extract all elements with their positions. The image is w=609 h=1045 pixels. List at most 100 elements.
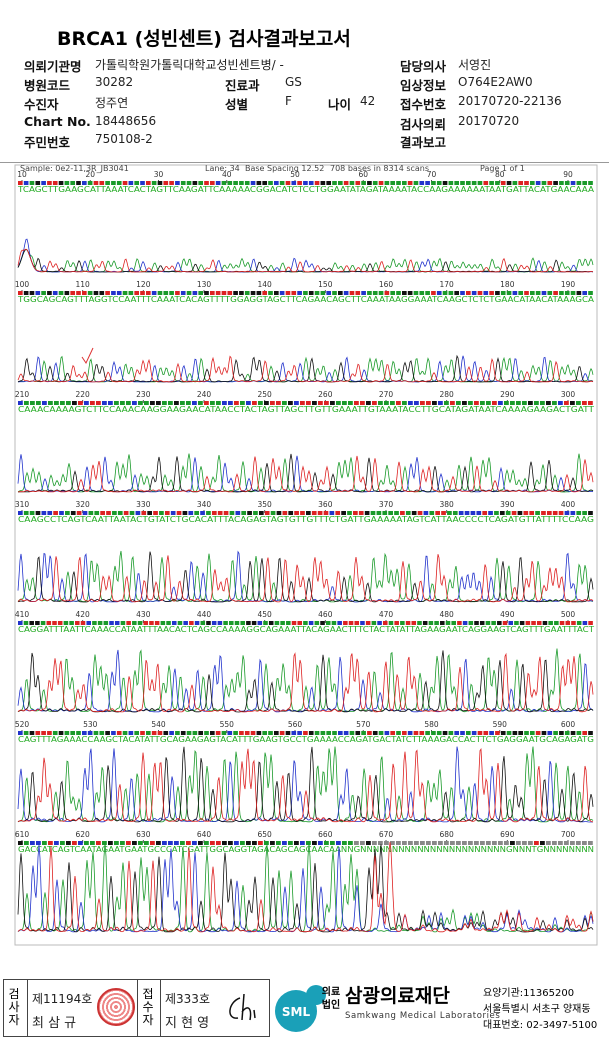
base-call-box — [331, 621, 337, 625]
base-call-box — [164, 511, 170, 515]
base-call-box — [394, 621, 399, 625]
trace — [17, 455, 594, 493]
base-call-box — [153, 511, 158, 515]
base-call-box — [282, 401, 287, 405]
base-call-box — [257, 621, 263, 625]
base-call-box — [506, 181, 512, 185]
base-call-box — [428, 621, 434, 625]
receiver-label: 접수자 — [142, 987, 154, 1027]
base-call-box — [440, 621, 445, 625]
base-call-box — [564, 841, 569, 845]
base-call-box — [294, 401, 299, 405]
base-call-box — [30, 841, 35, 845]
base-call-box — [303, 731, 308, 735]
base-call-box — [558, 841, 563, 845]
base-call-box — [552, 511, 558, 515]
base-call-box — [405, 511, 411, 515]
base-call-box — [354, 401, 359, 405]
base-call-box — [233, 731, 238, 735]
base-call-box — [300, 511, 305, 515]
base-call-box — [388, 621, 394, 625]
base-call-box — [117, 511, 123, 515]
base-call-box — [253, 511, 258, 515]
base-call-box — [180, 731, 186, 735]
run-info: 708 bases in 8314 scans — [330, 164, 429, 173]
base-call-box — [448, 291, 454, 295]
base-call-box — [229, 511, 235, 515]
base-call-box — [314, 181, 320, 185]
base-call-box — [279, 291, 285, 295]
base-call-box — [192, 731, 198, 735]
position-number: 310 — [15, 500, 30, 509]
base-call-box — [378, 291, 384, 295]
base-call-box — [456, 401, 461, 405]
base-call-box — [204, 291, 209, 295]
base-call-box — [506, 291, 512, 295]
base-call-box — [405, 621, 411, 625]
base-call-box — [29, 511, 35, 515]
base-call-box — [317, 511, 323, 515]
base-call-box — [576, 511, 582, 515]
base-call-box — [215, 731, 221, 735]
base-call-box — [82, 291, 87, 295]
position-number: 430 — [136, 610, 151, 619]
base-call-box — [576, 181, 582, 185]
base-call-box — [105, 731, 110, 735]
base-call-box — [87, 731, 93, 735]
base-sequence: GACCATCAGTCAATAGAATGAATGCCCATCGATTGGCAGG… — [18, 845, 594, 854]
field-value: 30282 — [95, 75, 134, 89]
base-call-box — [180, 841, 185, 845]
base-call-box — [206, 621, 211, 625]
base-call-box — [18, 181, 23, 185]
base-call-box — [423, 511, 429, 515]
base-call-box — [518, 181, 524, 185]
base-call-box — [297, 181, 302, 185]
field-label: 의뢰기관명 — [24, 59, 82, 74]
base-call-box — [522, 401, 527, 405]
base-call-box — [171, 621, 177, 625]
position-number: 70 — [427, 170, 437, 179]
base-call-box — [312, 841, 317, 845]
base-call-box — [349, 731, 355, 735]
divider — [0, 162, 609, 163]
base-call-box — [402, 731, 407, 735]
base-call-box — [546, 511, 552, 515]
base-call-box — [576, 401, 581, 405]
position-number: 460 — [318, 610, 333, 619]
base-call-box — [523, 511, 529, 515]
base-call-box — [175, 291, 180, 295]
base-call-box — [382, 511, 388, 515]
base-call-box — [314, 621, 320, 625]
base-call-box — [485, 621, 491, 625]
position-number: 340 — [197, 500, 212, 509]
base-call-box — [372, 841, 377, 845]
base-call-box — [378, 841, 383, 845]
base-call-box — [234, 841, 239, 845]
base-call-box — [41, 511, 47, 515]
base-call-box — [76, 181, 81, 185]
base-call-box — [300, 841, 305, 845]
base-call-box — [559, 621, 565, 625]
base-call-box — [408, 841, 413, 845]
base-call-box — [18, 401, 23, 405]
base-call-box — [103, 621, 109, 625]
base-call-box — [111, 181, 116, 185]
base-call-box — [462, 621, 468, 625]
base-call-box — [294, 511, 299, 515]
base-call-box — [228, 401, 233, 405]
base-call-box — [530, 291, 535, 295]
base-call-box — [396, 291, 401, 295]
base-call-box — [372, 731, 378, 735]
base-call-box — [492, 841, 497, 845]
base-call-box — [364, 511, 370, 515]
base-call-box — [582, 621, 588, 625]
base-call-box — [189, 621, 194, 625]
logo-text: SML — [282, 1005, 311, 1019]
base-call-box — [388, 511, 393, 515]
base-call-box — [182, 511, 188, 515]
receiver-no: 제333호 — [165, 992, 210, 1006]
base-call-box — [215, 291, 221, 295]
base-call-box — [480, 841, 485, 845]
field-label: 임상정보 — [400, 78, 447, 93]
